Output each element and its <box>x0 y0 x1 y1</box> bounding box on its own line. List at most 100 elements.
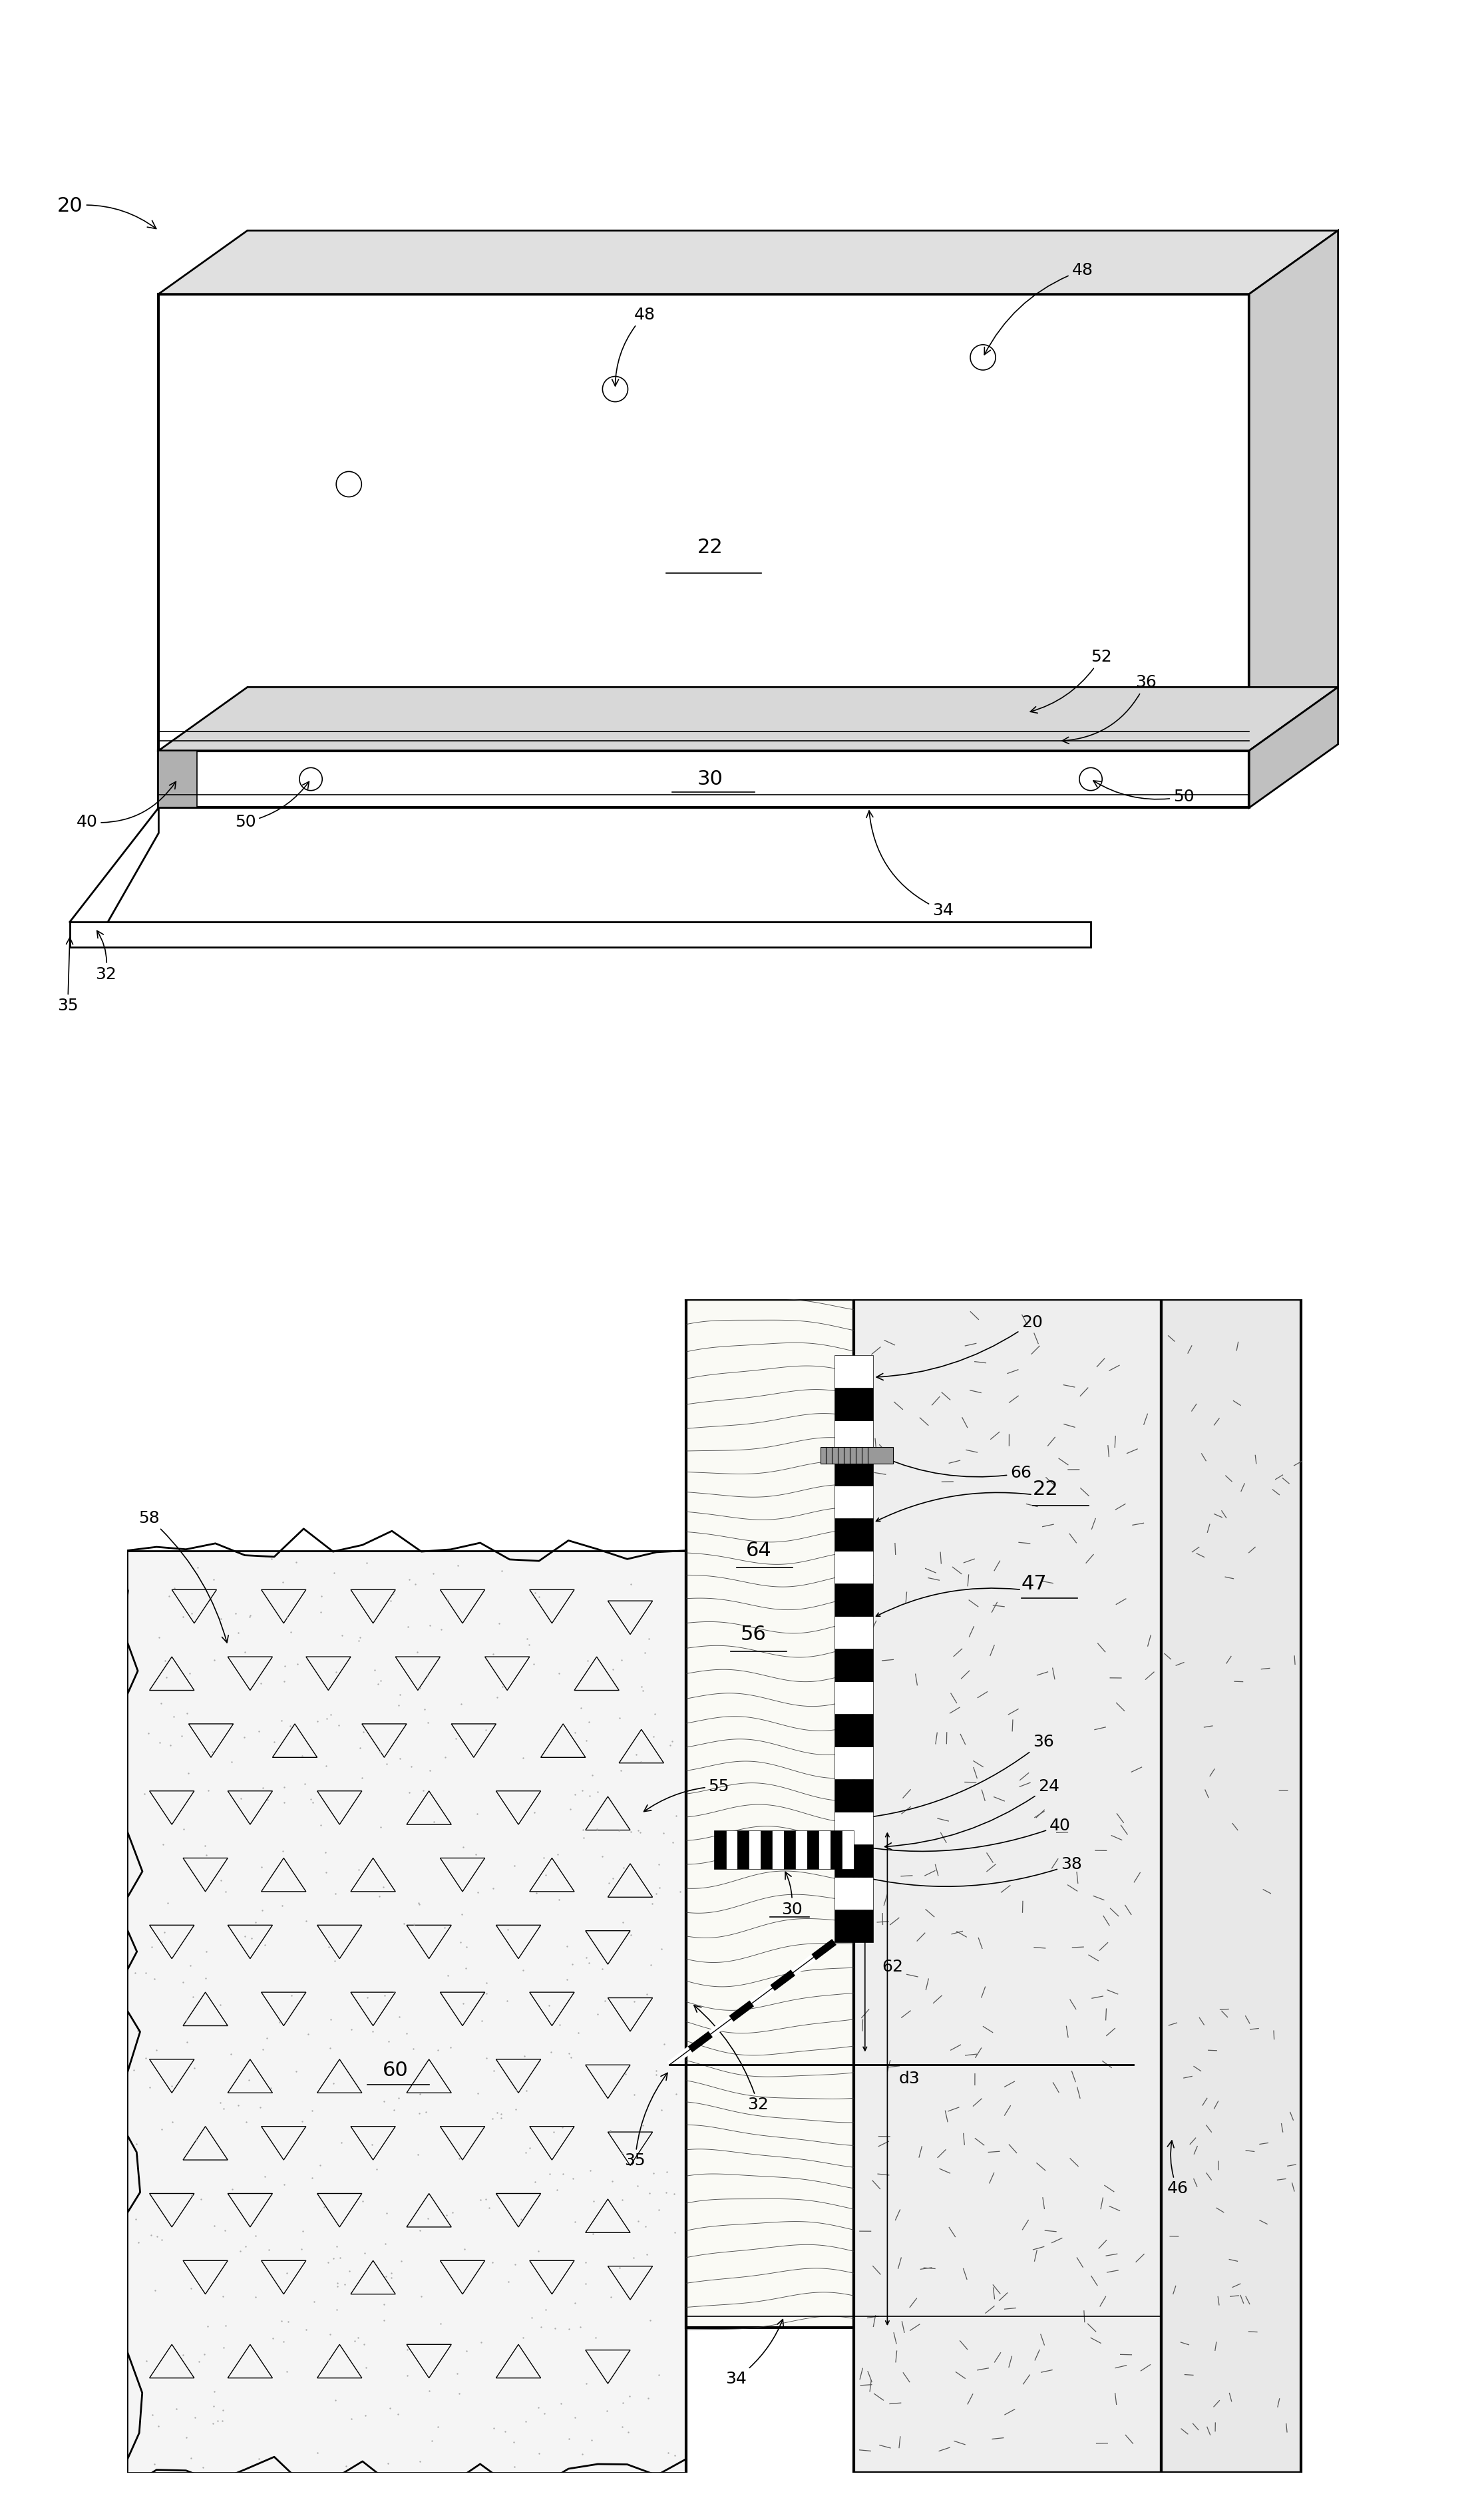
Point <box>595 2391 619 2431</box>
Point <box>258 2068 282 2108</box>
Point <box>263 1721 286 1761</box>
Point <box>496 1911 519 1951</box>
Point <box>408 2441 432 2481</box>
Point <box>413 1689 436 1729</box>
Text: 30: 30 <box>781 1871 803 1918</box>
Point <box>601 1859 625 1898</box>
Point <box>542 2111 565 2151</box>
Point <box>387 2078 411 2118</box>
Point <box>340 2008 364 2048</box>
Point <box>537 2153 561 2193</box>
Point <box>521 1644 545 1684</box>
Point <box>178 1654 202 1694</box>
Point <box>334 2446 358 2486</box>
Point <box>150 2108 174 2148</box>
Point <box>214 2306 237 2346</box>
Polygon shape <box>159 687 1339 749</box>
Point <box>380 2253 404 2293</box>
Point <box>361 2123 384 2163</box>
Point <box>571 1819 595 1859</box>
Point <box>568 2308 592 2348</box>
Point <box>346 2318 370 2358</box>
Point <box>421 1554 445 1594</box>
Point <box>220 2168 243 2208</box>
Point <box>429 1609 453 1649</box>
Point <box>156 1883 180 1923</box>
Point <box>598 2111 622 2151</box>
Point <box>322 1941 346 1981</box>
Point <box>312 2188 335 2228</box>
Point <box>279 1706 303 1746</box>
Point <box>248 2088 272 2128</box>
Point <box>309 1804 332 1844</box>
Point <box>558 1789 582 1829</box>
Point <box>237 2061 261 2101</box>
Point <box>543 2308 567 2348</box>
Point <box>178 1946 202 1986</box>
Point <box>209 2083 233 2123</box>
Point <box>135 2341 159 2381</box>
Point <box>139 2216 163 2256</box>
Point <box>294 1901 318 1941</box>
Point <box>447 2373 470 2413</box>
Point <box>362 1649 386 1689</box>
Bar <box>807 1831 819 1869</box>
Point <box>475 2038 499 2078</box>
Point <box>626 1811 650 1851</box>
Point <box>316 2243 340 2283</box>
Bar <box>738 1831 749 1869</box>
Point <box>160 2066 184 2106</box>
Point <box>372 1976 396 2016</box>
Point <box>640 1946 663 1986</box>
Point <box>147 1724 171 1764</box>
Point <box>402 2028 426 2068</box>
Point <box>579 2151 603 2191</box>
Point <box>555 1958 579 1998</box>
Point <box>255 1779 279 1819</box>
Point <box>350 1759 374 1799</box>
Point <box>220 1741 243 1781</box>
Point <box>641 1716 665 1756</box>
Point <box>300 2091 324 2131</box>
Point <box>660 1821 684 1861</box>
Point <box>159 1726 183 1766</box>
Text: 20: 20 <box>58 197 156 230</box>
Bar <box>834 1649 874 1681</box>
Point <box>331 1616 355 1656</box>
Point <box>571 1809 595 1849</box>
Point <box>546 1834 570 1874</box>
Point <box>172 1809 196 1849</box>
Point <box>654 2173 678 2213</box>
Point <box>665 2073 689 2113</box>
Point <box>485 1676 509 1716</box>
Point <box>395 2013 418 2053</box>
Point <box>398 1559 421 1599</box>
Point <box>466 1874 490 1913</box>
Bar <box>834 1519 874 1551</box>
Point <box>417 2198 441 2238</box>
Point <box>387 1686 411 1726</box>
Bar <box>1160 1299 1301 2473</box>
Point <box>647 2356 671 2396</box>
Point <box>562 1774 586 1814</box>
Point <box>272 2321 295 2361</box>
Bar <box>686 1299 853 2328</box>
Point <box>610 2133 634 2173</box>
Point <box>662 2173 686 2213</box>
Point <box>316 2341 340 2381</box>
Point <box>420 2421 444 2461</box>
Point <box>393 2051 417 2091</box>
Point <box>485 2093 509 2133</box>
Polygon shape <box>159 295 1250 749</box>
Text: 66: 66 <box>881 1456 1031 1481</box>
Point <box>656 2433 680 2473</box>
Point <box>123 1953 147 1993</box>
Point <box>591 1836 614 1876</box>
Point <box>169 1716 193 1756</box>
Point <box>643 1694 666 1734</box>
Point <box>355 1978 378 2018</box>
Point <box>585 1809 608 1849</box>
Point <box>154 1656 178 1696</box>
Point <box>574 2363 598 2403</box>
Point <box>650 2091 674 2131</box>
